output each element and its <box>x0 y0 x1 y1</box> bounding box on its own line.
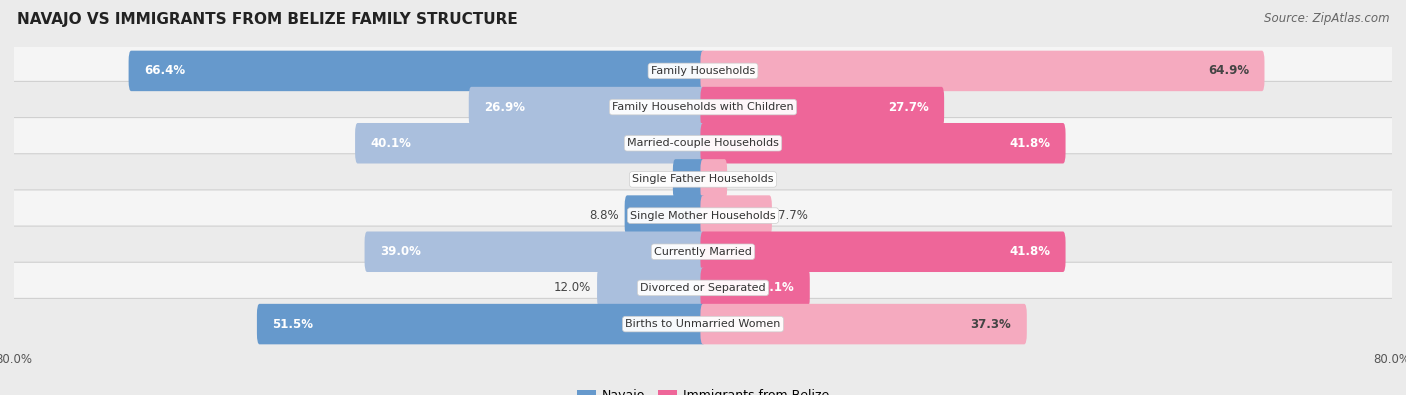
Text: 27.7%: 27.7% <box>887 101 928 114</box>
Text: Currently Married: Currently Married <box>654 247 752 257</box>
FancyBboxPatch shape <box>7 118 1399 169</box>
FancyBboxPatch shape <box>356 123 706 164</box>
FancyBboxPatch shape <box>7 262 1399 314</box>
Text: 12.0%: 12.0% <box>554 281 591 294</box>
Text: 40.1%: 40.1% <box>371 137 412 150</box>
Text: NAVAJO VS IMMIGRANTS FROM BELIZE FAMILY STRUCTURE: NAVAJO VS IMMIGRANTS FROM BELIZE FAMILY … <box>17 12 517 27</box>
FancyBboxPatch shape <box>7 298 1399 350</box>
Text: Single Mother Households: Single Mother Households <box>630 211 776 220</box>
Text: Births to Unmarried Women: Births to Unmarried Women <box>626 319 780 329</box>
FancyBboxPatch shape <box>598 268 706 308</box>
Text: Source: ZipAtlas.com: Source: ZipAtlas.com <box>1264 12 1389 25</box>
Text: 41.8%: 41.8% <box>1010 245 1050 258</box>
FancyBboxPatch shape <box>700 231 1066 272</box>
FancyBboxPatch shape <box>7 81 1399 133</box>
FancyBboxPatch shape <box>700 268 810 308</box>
Text: 66.4%: 66.4% <box>143 64 186 77</box>
Text: 12.1%: 12.1% <box>754 281 794 294</box>
FancyBboxPatch shape <box>257 304 706 344</box>
FancyBboxPatch shape <box>700 196 772 236</box>
Legend: Navajo, Immigrants from Belize: Navajo, Immigrants from Belize <box>572 384 834 395</box>
Text: 7.7%: 7.7% <box>778 209 808 222</box>
FancyBboxPatch shape <box>7 226 1399 277</box>
Text: 41.8%: 41.8% <box>1010 137 1050 150</box>
FancyBboxPatch shape <box>700 51 1264 91</box>
FancyBboxPatch shape <box>700 304 1026 344</box>
Text: 51.5%: 51.5% <box>273 318 314 331</box>
FancyBboxPatch shape <box>128 51 706 91</box>
Text: Divorced or Separated: Divorced or Separated <box>640 283 766 293</box>
FancyBboxPatch shape <box>624 196 706 236</box>
FancyBboxPatch shape <box>673 159 706 199</box>
FancyBboxPatch shape <box>7 45 1399 97</box>
FancyBboxPatch shape <box>700 123 1066 164</box>
Text: 2.5%: 2.5% <box>733 173 763 186</box>
Text: 37.3%: 37.3% <box>970 318 1011 331</box>
FancyBboxPatch shape <box>7 190 1399 241</box>
Text: 39.0%: 39.0% <box>380 245 420 258</box>
Text: Family Households: Family Households <box>651 66 755 76</box>
Text: 26.9%: 26.9% <box>484 101 526 114</box>
FancyBboxPatch shape <box>468 87 706 127</box>
Text: Single Father Households: Single Father Households <box>633 175 773 184</box>
FancyBboxPatch shape <box>700 159 727 199</box>
FancyBboxPatch shape <box>364 231 706 272</box>
Text: 3.2%: 3.2% <box>637 173 666 186</box>
FancyBboxPatch shape <box>7 154 1399 205</box>
Text: Family Households with Children: Family Households with Children <box>612 102 794 112</box>
Text: 64.9%: 64.9% <box>1208 64 1249 77</box>
Text: 8.8%: 8.8% <box>589 209 619 222</box>
Text: Married-couple Households: Married-couple Households <box>627 138 779 148</box>
FancyBboxPatch shape <box>700 87 945 127</box>
